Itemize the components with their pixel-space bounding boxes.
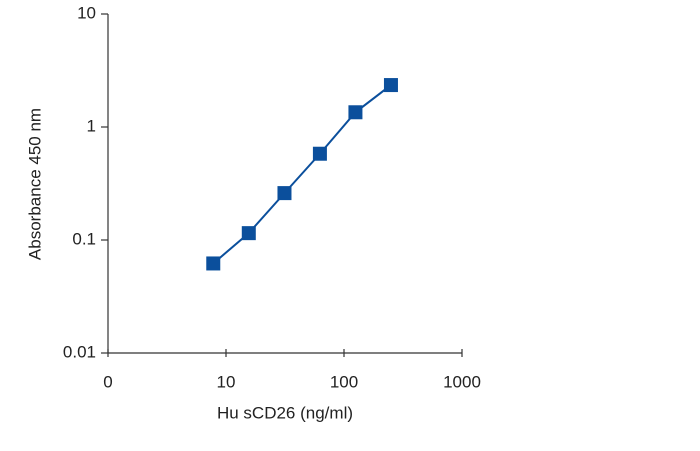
x-axis-label: Hu sCD26 (ng/ml) — [217, 403, 353, 422]
data-point — [348, 105, 363, 120]
data-point — [312, 146, 327, 161]
x-tick-label: 100 — [330, 372, 358, 391]
y-tick-label: 10 — [77, 3, 96, 22]
y-tick-label: 0.01 — [63, 342, 96, 361]
x-tick-label: 0 — [103, 372, 112, 391]
x-tick-label: 1000 — [443, 372, 481, 391]
data-point — [206, 256, 221, 271]
y-tick-label: 0.1 — [72, 229, 96, 248]
y-tick-label: 1 — [87, 116, 96, 135]
data-point — [383, 78, 398, 93]
data-point — [241, 226, 256, 241]
data-line — [212, 84, 392, 265]
x-tick-label: 10 — [217, 372, 236, 391]
y-axis-label: Absorbance 450 nm — [25, 108, 44, 260]
data-point — [277, 186, 292, 201]
